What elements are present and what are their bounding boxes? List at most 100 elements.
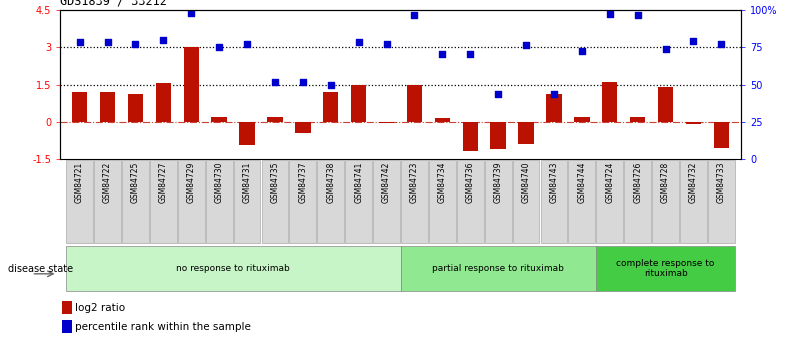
Bar	[546, 95, 562, 122]
Point	[520, 42, 533, 48]
Bar	[100, 92, 115, 122]
FancyBboxPatch shape	[66, 246, 400, 290]
Point	[687, 39, 700, 44]
Point	[575, 48, 588, 54]
Point	[464, 51, 477, 56]
Bar	[211, 117, 227, 122]
FancyBboxPatch shape	[234, 160, 260, 243]
Text: complete response to
rituximab: complete response to rituximab	[617, 258, 714, 278]
FancyBboxPatch shape	[457, 160, 484, 243]
Bar	[407, 85, 422, 122]
Point	[213, 45, 226, 50]
Bar	[323, 92, 338, 122]
FancyBboxPatch shape	[400, 246, 596, 290]
FancyBboxPatch shape	[66, 160, 93, 243]
Text: GSM84730: GSM84730	[215, 161, 223, 203]
Point	[296, 79, 309, 85]
Point	[352, 40, 365, 45]
Point	[631, 12, 644, 18]
Point	[603, 11, 616, 17]
Text: log2 ratio: log2 ratio	[75, 303, 126, 313]
Point	[73, 40, 86, 45]
Point	[715, 41, 728, 47]
FancyBboxPatch shape	[708, 160, 735, 243]
FancyBboxPatch shape	[345, 160, 372, 243]
Bar	[72, 92, 87, 122]
FancyBboxPatch shape	[485, 160, 512, 243]
Bar	[183, 47, 199, 122]
FancyBboxPatch shape	[206, 160, 232, 243]
Bar	[463, 122, 478, 151]
Bar	[295, 122, 311, 133]
Text: GDS1839 / 33212: GDS1839 / 33212	[60, 0, 167, 8]
Text: GSM84728: GSM84728	[661, 161, 670, 203]
Text: GSM84739: GSM84739	[493, 161, 503, 203]
Bar	[602, 82, 618, 122]
Text: GSM84738: GSM84738	[326, 161, 336, 203]
Text: GSM84741: GSM84741	[354, 161, 363, 203]
Text: GSM84721: GSM84721	[75, 161, 84, 203]
FancyBboxPatch shape	[289, 160, 316, 243]
Point	[436, 51, 449, 56]
Point	[380, 41, 393, 47]
Point	[101, 40, 114, 45]
Point	[268, 79, 281, 85]
Text: no response to rituximab: no response to rituximab	[176, 264, 290, 273]
Text: percentile rank within the sample: percentile rank within the sample	[75, 322, 252, 332]
Point	[129, 41, 142, 47]
Text: GSM84740: GSM84740	[521, 161, 530, 203]
FancyBboxPatch shape	[652, 160, 679, 243]
FancyBboxPatch shape	[150, 160, 177, 243]
Point	[659, 46, 672, 51]
Point	[548, 92, 561, 97]
FancyBboxPatch shape	[178, 160, 204, 243]
FancyBboxPatch shape	[429, 160, 456, 243]
FancyBboxPatch shape	[680, 160, 707, 243]
Bar	[630, 117, 646, 122]
FancyBboxPatch shape	[373, 160, 400, 243]
Point	[408, 12, 421, 18]
Text: GSM84732: GSM84732	[689, 161, 698, 203]
Point	[240, 41, 253, 47]
FancyBboxPatch shape	[122, 160, 149, 243]
Text: GSM84737: GSM84737	[298, 161, 308, 203]
Bar	[127, 95, 143, 122]
FancyBboxPatch shape	[95, 160, 121, 243]
Text: GSM84724: GSM84724	[606, 161, 614, 203]
FancyBboxPatch shape	[597, 160, 623, 243]
Bar	[714, 122, 729, 148]
Text: GSM84743: GSM84743	[549, 161, 558, 203]
FancyBboxPatch shape	[317, 160, 344, 243]
Point	[157, 37, 170, 43]
Text: GSM84735: GSM84735	[271, 161, 280, 203]
Bar	[518, 122, 533, 144]
FancyBboxPatch shape	[541, 160, 567, 243]
Text: GSM84726: GSM84726	[633, 161, 642, 203]
FancyBboxPatch shape	[596, 246, 735, 290]
Bar	[490, 122, 506, 149]
Text: GSM84734: GSM84734	[438, 161, 447, 203]
FancyBboxPatch shape	[569, 160, 595, 243]
Bar	[62, 320, 72, 333]
Bar	[574, 117, 590, 122]
Text: GSM84736: GSM84736	[465, 161, 475, 203]
Point	[324, 82, 337, 87]
FancyBboxPatch shape	[624, 160, 651, 243]
Text: GSM84731: GSM84731	[243, 161, 252, 203]
FancyBboxPatch shape	[262, 160, 288, 243]
Text: GSM84725: GSM84725	[131, 161, 140, 203]
FancyBboxPatch shape	[513, 160, 539, 243]
Bar	[268, 117, 283, 122]
Point	[492, 92, 505, 97]
Text: GSM84727: GSM84727	[159, 161, 168, 203]
Bar	[658, 87, 674, 122]
Text: GSM84733: GSM84733	[717, 161, 726, 203]
Bar	[155, 83, 171, 122]
Text: partial response to rituximab: partial response to rituximab	[433, 264, 564, 273]
Bar	[351, 85, 366, 122]
Text: GSM84744: GSM84744	[578, 161, 586, 203]
Bar	[239, 122, 255, 145]
FancyBboxPatch shape	[401, 160, 428, 243]
Bar	[435, 118, 450, 122]
Bar	[686, 122, 701, 124]
